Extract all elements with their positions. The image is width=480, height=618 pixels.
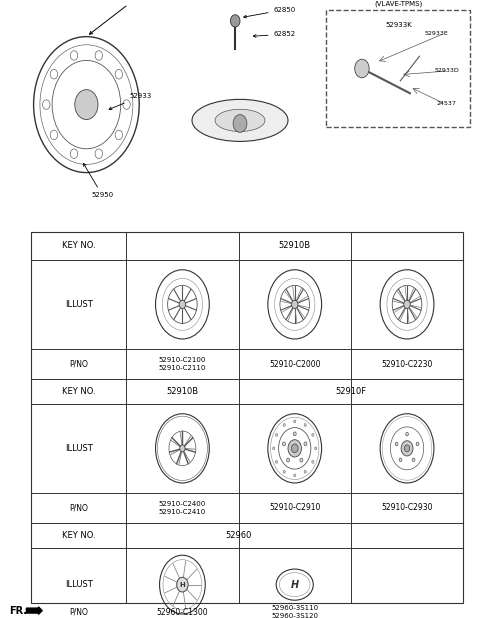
Text: 52960-C1300: 52960-C1300 [156,607,208,617]
Text: 52910-C2100
52910-C2110: 52910-C2100 52910-C2110 [159,357,206,371]
Text: ILLUST: ILLUST [65,580,93,589]
Circle shape [180,445,185,452]
Circle shape [70,149,78,158]
Circle shape [115,130,122,140]
Text: H: H [180,582,185,588]
Text: 24537: 24537 [436,101,456,106]
Circle shape [300,458,303,462]
Circle shape [123,100,130,109]
Circle shape [294,474,296,476]
Text: 52933E: 52933E [425,31,449,36]
Circle shape [70,51,78,60]
Circle shape [312,433,314,436]
Bar [326,10,470,127]
Text: 62850: 62850 [244,7,296,18]
Ellipse shape [215,109,265,132]
Ellipse shape [192,99,288,142]
Circle shape [177,577,188,592]
Circle shape [276,460,277,464]
Text: 52910-C2910: 52910-C2910 [269,504,321,512]
Circle shape [291,444,298,452]
Text: WHEEL ASSY: WHEEL ASSY [89,0,165,34]
Circle shape [230,15,240,27]
Circle shape [395,442,398,446]
Circle shape [355,59,369,78]
Circle shape [304,423,306,426]
Circle shape [293,432,296,436]
Text: 52933: 52933 [109,93,152,109]
Circle shape [291,300,298,308]
Text: P/NO: P/NO [69,360,88,368]
Text: 52933D: 52933D [434,69,459,74]
Circle shape [404,445,410,452]
Circle shape [50,130,58,140]
Circle shape [75,90,98,119]
Text: P/NO: P/NO [69,504,88,512]
Circle shape [406,433,408,436]
Text: KEY NO.: KEY NO. [62,241,96,250]
Text: 52910-C2930: 52910-C2930 [381,504,433,512]
Text: FR.: FR. [10,606,28,616]
Text: 52910B: 52910B [167,387,198,396]
Text: KEY NO.: KEY NO. [62,387,96,396]
Text: 52910-C2000: 52910-C2000 [269,360,321,368]
Text: 52910-C2230: 52910-C2230 [381,360,433,368]
Circle shape [288,440,301,457]
Text: KEY NO.: KEY NO. [62,531,96,540]
Circle shape [179,300,186,308]
Circle shape [283,470,285,473]
FancyArrow shape [26,607,42,614]
Text: 52960: 52960 [226,531,252,540]
Circle shape [404,300,410,308]
Bar [0,3,480,229]
Circle shape [287,458,289,462]
Circle shape [233,114,247,132]
Circle shape [314,447,317,450]
Circle shape [50,69,58,79]
Circle shape [283,423,285,426]
Text: 52910-C2400
52910-C2410: 52910-C2400 52910-C2410 [159,501,206,515]
Text: ILLUST: ILLUST [65,444,93,453]
Text: ILLUST: ILLUST [65,300,93,309]
Text: 62852: 62852 [253,32,296,37]
Circle shape [294,420,296,423]
Bar [31,232,463,603]
Circle shape [283,442,286,446]
Circle shape [399,458,402,462]
Circle shape [276,433,277,436]
Circle shape [304,470,306,473]
Text: 52910F: 52910F [336,387,366,396]
Circle shape [401,441,413,456]
Text: 52960-3S110
52960-3S120: 52960-3S110 52960-3S120 [271,606,318,618]
Circle shape [95,149,103,158]
Circle shape [412,458,415,462]
Text: P/NO: P/NO [69,607,88,617]
Text: 52933K: 52933K [385,22,412,28]
Circle shape [115,69,122,79]
Text: 52910B: 52910B [279,241,311,250]
Text: 52950: 52950 [84,163,113,198]
Circle shape [95,51,103,60]
Text: H: H [291,580,299,590]
Circle shape [312,460,314,464]
Circle shape [43,100,50,109]
Circle shape [273,447,275,450]
Circle shape [416,442,419,446]
Circle shape [304,442,307,446]
Text: (VLAVE-TPMS): (VLAVE-TPMS) [374,0,422,7]
